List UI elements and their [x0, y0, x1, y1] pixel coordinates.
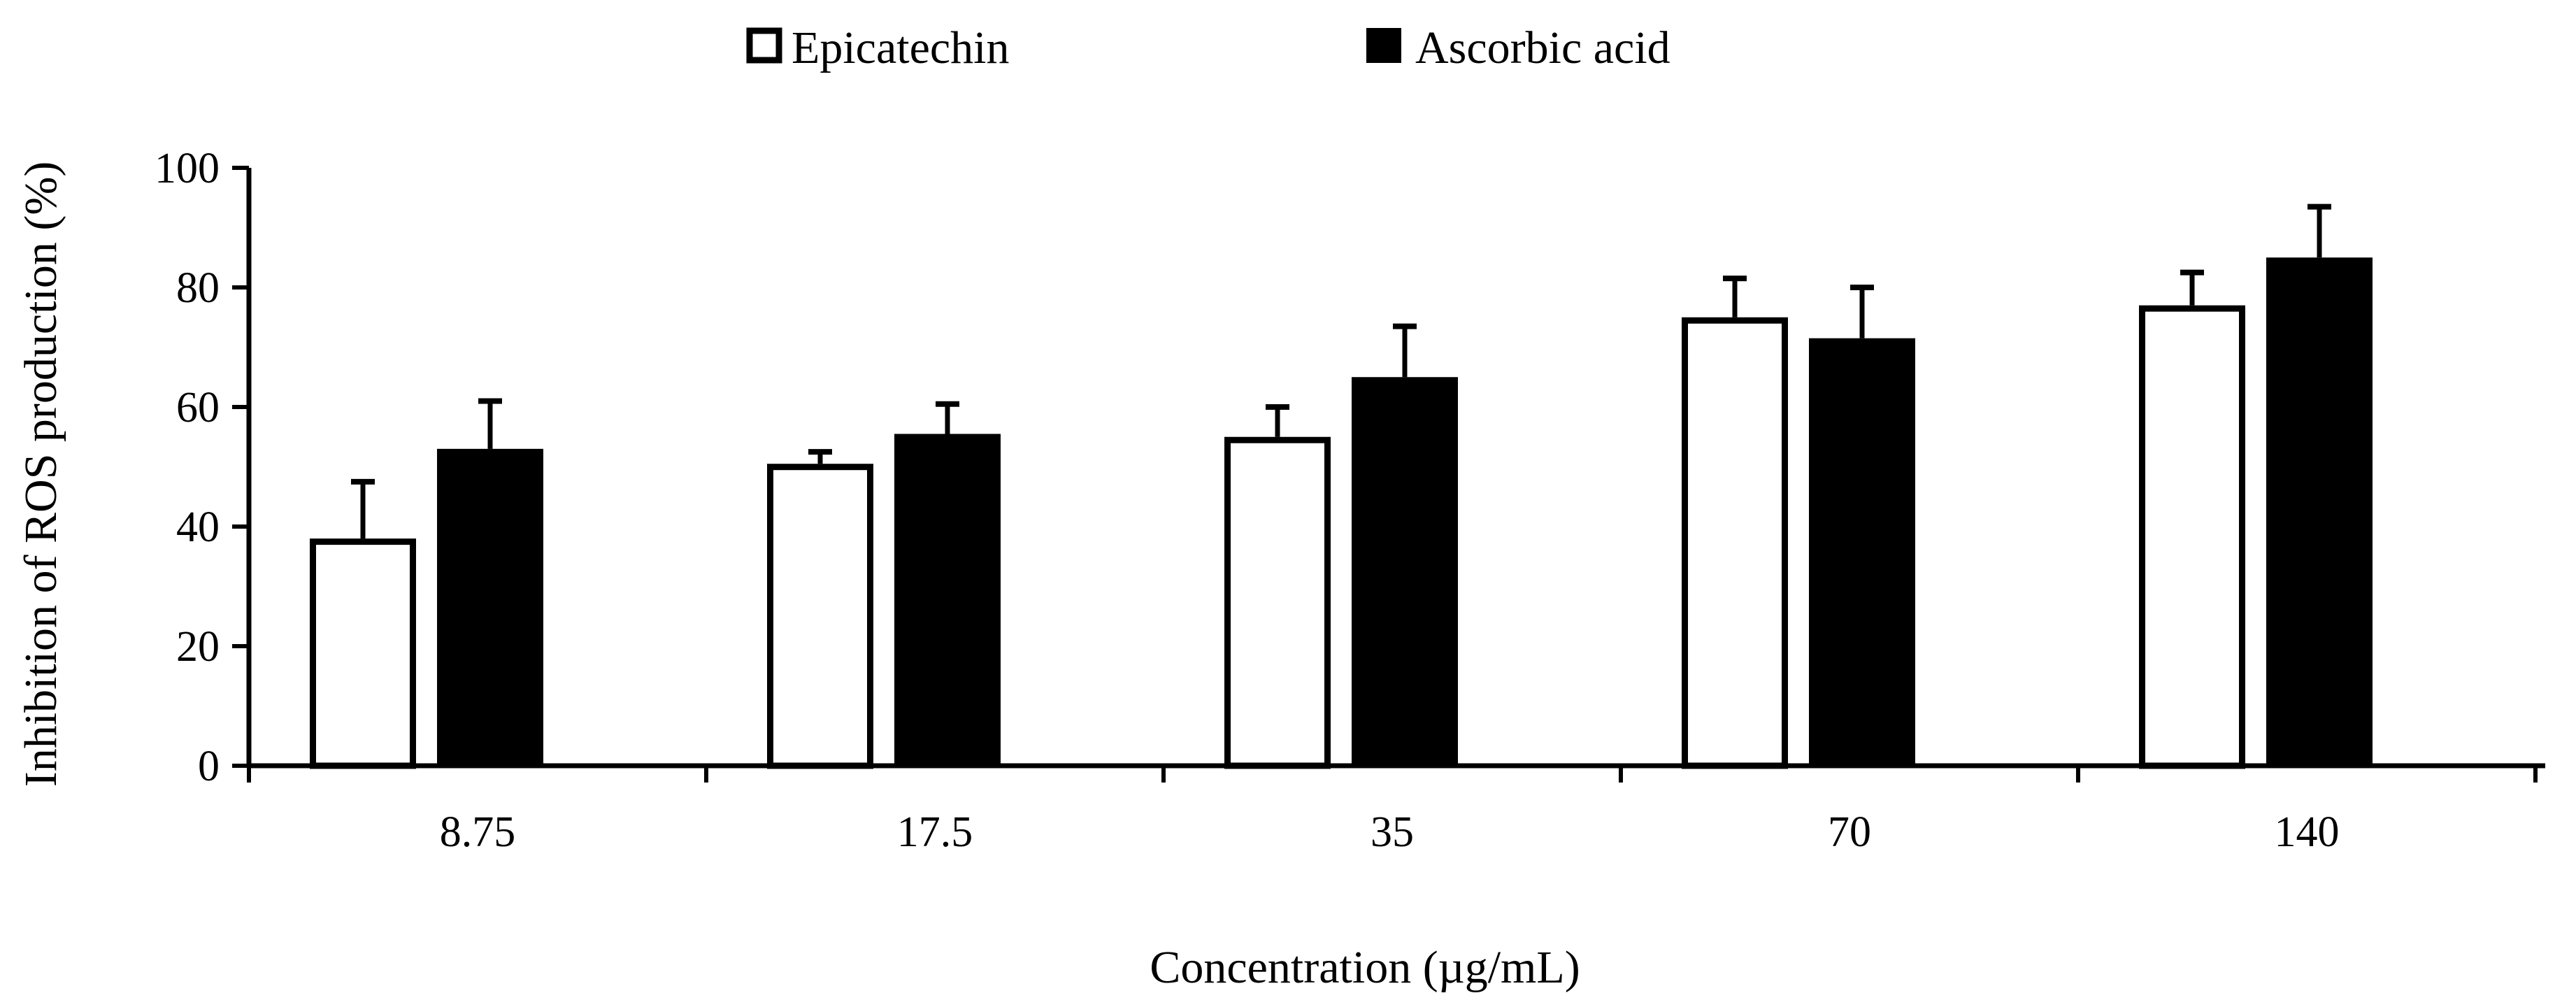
legend-swatch-ascorbic-acid	[1366, 28, 1401, 63]
y-tick-label: 80	[176, 264, 220, 312]
bar	[1352, 377, 1458, 766]
bar	[767, 464, 873, 769]
x-tick-label: 8.75	[440, 808, 516, 856]
bar	[310, 538, 416, 769]
x-tick-label: 17.5	[897, 808, 973, 856]
y-tick-label: 60	[176, 384, 220, 431]
y-tick-label: 40	[176, 503, 220, 551]
y-tick-label: 0	[198, 743, 220, 790]
y-tick-label: 100	[155, 145, 220, 192]
legend-label-epicatechin: Epicatechin	[792, 22, 1010, 73]
bar	[2139, 305, 2245, 769]
legend: Epicatechin Ascorbic acid	[746, 22, 1670, 73]
legend-swatch-epicatechin	[746, 27, 782, 64]
bar	[1224, 436, 1331, 769]
bar	[2266, 257, 2373, 766]
legend-label-ascorbic-acid: Ascorbic acid	[1415, 22, 1670, 73]
x-axis-title: Concentration (µg/mL)	[1150, 942, 1580, 993]
bar	[1682, 317, 1788, 769]
x-tick-label: 140	[2275, 808, 2340, 856]
bar	[894, 434, 1001, 766]
y-axis-ticks: 0 20 40 60 80 100	[155, 145, 249, 790]
error-bars	[351, 203, 2331, 539]
x-tick-label: 70	[1828, 808, 1871, 856]
y-tick-label: 20	[176, 623, 220, 671]
y-axis-title: Inhibition of ROS production (%)	[15, 162, 66, 787]
bar	[1809, 338, 1915, 766]
axes	[246, 168, 2545, 769]
bar	[437, 448, 543, 766]
x-axis-ticks: 8.75 17.5 35 70 140	[247, 766, 2538, 856]
x-tick-label: 35	[1371, 808, 1414, 856]
bars	[310, 257, 2373, 769]
